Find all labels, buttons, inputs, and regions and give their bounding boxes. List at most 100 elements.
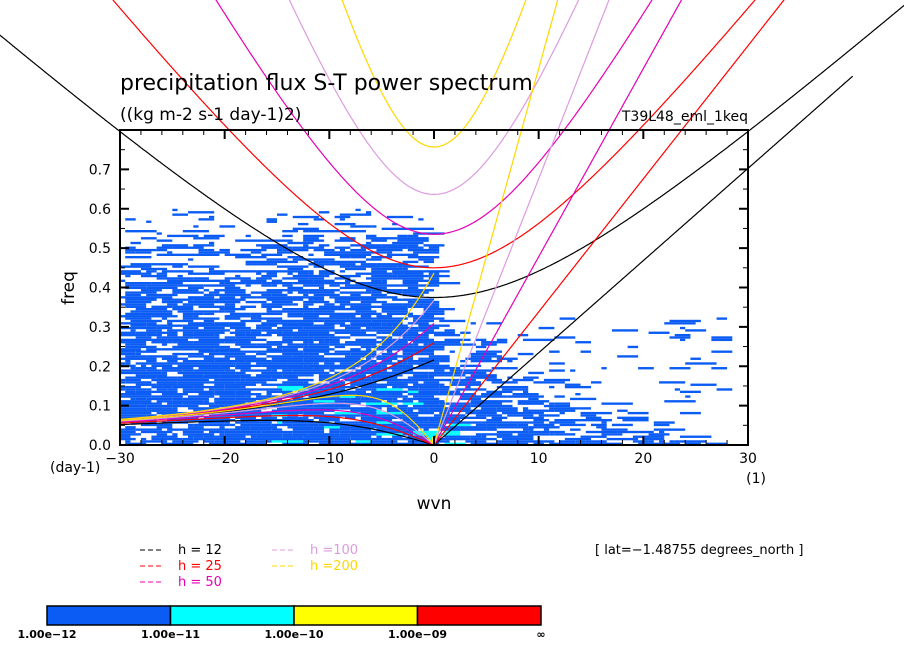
spectrum-cell bbox=[250, 338, 267, 342]
spectrum-cell bbox=[402, 367, 429, 370]
spectrum-cell bbox=[580, 350, 591, 353]
spectrum-cell bbox=[386, 350, 393, 353]
spectrum-cell bbox=[371, 393, 387, 396]
spectrum-cell bbox=[428, 376, 434, 379]
spectrum-cell bbox=[392, 272, 424, 275]
spectrum-cell bbox=[386, 393, 403, 396]
spectrum-cell bbox=[428, 343, 455, 346]
spectrum-cell bbox=[533, 411, 544, 415]
spectrum-cell bbox=[580, 419, 612, 422]
spectrum-cell bbox=[214, 393, 236, 396]
spectrum-cell bbox=[470, 402, 503, 405]
spectrum-cell bbox=[120, 393, 152, 396]
spectrum-cell bbox=[177, 274, 183, 278]
spectrum-cell bbox=[413, 343, 419, 346]
spectrum-cell bbox=[585, 416, 602, 420]
spectrum-cell bbox=[292, 423, 309, 427]
spectrum-cell bbox=[140, 355, 147, 358]
spectrum-cell bbox=[193, 331, 225, 334]
spectrum-cell bbox=[120, 296, 141, 299]
x-tick-label: 20 bbox=[634, 451, 652, 467]
spectrum-cell bbox=[203, 326, 225, 330]
spectrum-cell bbox=[402, 267, 408, 271]
spectrum-cell bbox=[371, 437, 387, 441]
spectrum-cell bbox=[350, 322, 382, 325]
spectrum-cell bbox=[287, 289, 309, 292]
spectrum-cell bbox=[418, 409, 450, 412]
spectrum-cell bbox=[470, 437, 487, 441]
spectrum-cell bbox=[538, 414, 560, 417]
spectrum-cell bbox=[355, 348, 361, 351]
spectrum-cell bbox=[303, 237, 319, 240]
spectrum-cell bbox=[161, 343, 168, 346]
spectrum-cell bbox=[355, 341, 377, 344]
spectrum-cell bbox=[475, 350, 503, 353]
spectrum-cell bbox=[428, 355, 434, 358]
spectrum-cell bbox=[339, 274, 361, 278]
spectrum-cell bbox=[151, 378, 178, 382]
spectrum-cell bbox=[371, 256, 393, 259]
spectrum-cell bbox=[266, 341, 293, 344]
spectrum-cell bbox=[669, 440, 675, 443]
spectrum-cell bbox=[659, 440, 665, 443]
spectrum-cell bbox=[256, 270, 277, 273]
spectrum-cell bbox=[365, 357, 372, 360]
spectrum-cell bbox=[208, 317, 220, 320]
spectrum-cell bbox=[350, 435, 372, 438]
spectrum-cell bbox=[386, 215, 414, 219]
spectrum-cell bbox=[376, 409, 382, 412]
spectrum-cell bbox=[161, 317, 168, 320]
spectrum-cell bbox=[428, 274, 450, 278]
spectrum-cell bbox=[303, 435, 330, 438]
spectrum-cell bbox=[339, 286, 366, 290]
spectrum-cell bbox=[334, 277, 351, 280]
spectrum-cell bbox=[287, 315, 319, 318]
spectrum-cell bbox=[125, 317, 152, 320]
spectrum-cell bbox=[334, 298, 361, 301]
spectrum-cell bbox=[266, 289, 288, 292]
spectrum-cell bbox=[371, 440, 398, 443]
spectrum-cell bbox=[350, 244, 382, 247]
spectrum-cell bbox=[392, 374, 403, 377]
spectrum-cell bbox=[146, 329, 162, 332]
spectrum-cell bbox=[313, 248, 335, 252]
spectrum-cell bbox=[601, 426, 607, 429]
spectrum-cell bbox=[182, 430, 204, 434]
spectrum-cell bbox=[120, 362, 126, 365]
spectrum-cell bbox=[151, 364, 173, 368]
spectrum-cell bbox=[392, 277, 424, 280]
spectrum-cell bbox=[224, 286, 241, 290]
spectrum-cell bbox=[287, 324, 314, 327]
spectrum-cell bbox=[266, 390, 277, 394]
spectrum-cell bbox=[481, 435, 487, 438]
spectrum-cell bbox=[549, 362, 565, 365]
spectrum-cell bbox=[334, 437, 351, 441]
spectrum-cell bbox=[224, 303, 236, 306]
y-tick-label: 0.7 bbox=[89, 162, 111, 178]
spectrum-cell bbox=[376, 248, 403, 252]
spectrum-cell bbox=[591, 423, 607, 427]
spectrum-cell bbox=[146, 333, 162, 337]
spectrum-cell bbox=[271, 423, 293, 427]
x-tick-label: 10 bbox=[530, 451, 548, 467]
spectrum-cell bbox=[303, 411, 325, 415]
spectrum-cell bbox=[434, 333, 461, 337]
spectrum-cell bbox=[125, 248, 157, 252]
spectrum-cell bbox=[146, 322, 157, 325]
spectrum-cell bbox=[261, 416, 277, 420]
spectrum-cell bbox=[345, 307, 366, 311]
spectrum-cell bbox=[198, 355, 215, 358]
spectrum-cell bbox=[297, 381, 304, 384]
spectrum-cell bbox=[277, 371, 298, 375]
spectrum-cell bbox=[135, 388, 147, 391]
spectrum-cell bbox=[376, 435, 382, 438]
spectrum-cell bbox=[475, 411, 497, 415]
spectrum-cell bbox=[130, 397, 136, 401]
spectrum-cell bbox=[543, 428, 550, 431]
spectrum-cell bbox=[151, 385, 173, 389]
spectrum-cell bbox=[167, 251, 173, 254]
spectrum-cell bbox=[308, 388, 330, 391]
spectrum-cell bbox=[261, 333, 272, 337]
spectrum-cell bbox=[444, 329, 455, 332]
spectrum-cell bbox=[392, 333, 403, 337]
